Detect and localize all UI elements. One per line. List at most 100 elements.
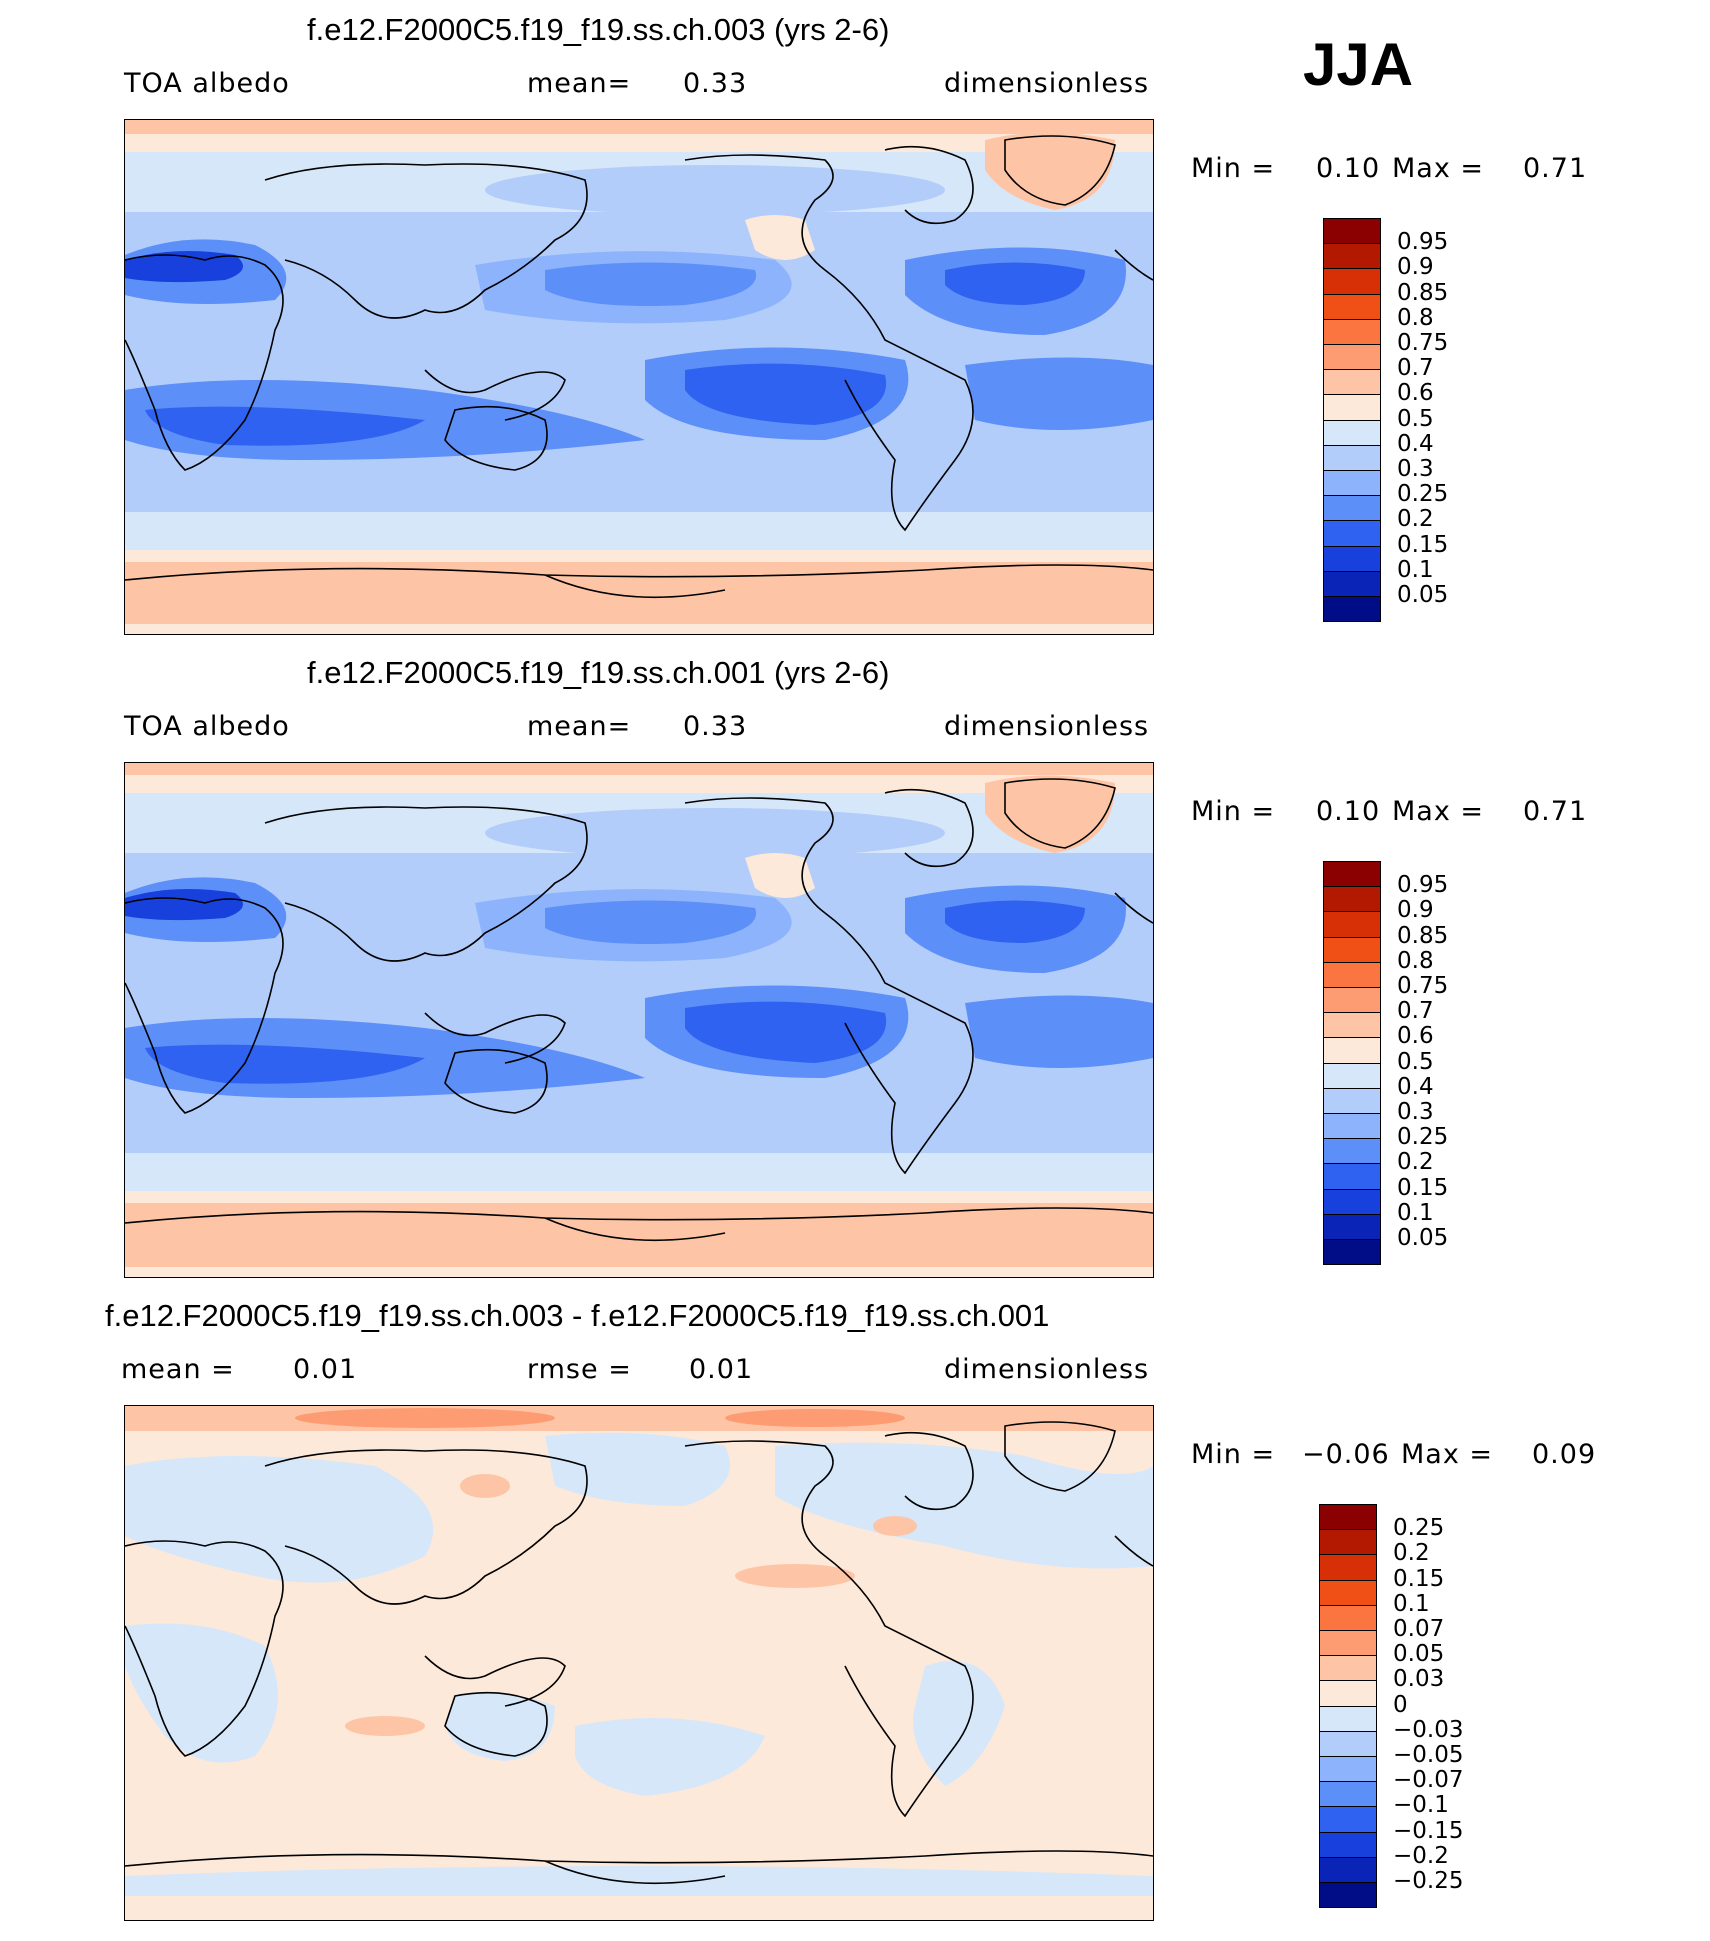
colorbar-swatch (1323, 570, 1381, 597)
colorbar-label: 0.1 (1397, 556, 1434, 583)
colorbar-swatch (1319, 1655, 1377, 1682)
colorbar-swatch (1323, 861, 1381, 888)
colorbar-label: 0 (1393, 1691, 1408, 1718)
colorbar-swatch (1319, 1680, 1377, 1707)
panel1-max-label: Max = (1392, 153, 1485, 184)
colorbar-swatch (1323, 936, 1381, 963)
colorbar-label: 0.1 (1393, 1590, 1430, 1617)
colorbar-label: 0.7 (1397, 355, 1434, 382)
colorbar-swatch (1323, 243, 1381, 270)
panel3-rmse-label: rmse = (527, 1354, 632, 1385)
colorbar-label: 0.05 (1397, 1225, 1449, 1251)
colorbar-label: 0.9 (1397, 254, 1434, 281)
colorbar-swatch (1319, 1529, 1377, 1556)
colorbar-label: 0.8 (1397, 947, 1434, 974)
colorbar-swatch (1319, 1604, 1377, 1631)
panel1-map (124, 119, 1154, 635)
colorbar-swatch (1323, 218, 1381, 245)
panel2-max-label: Max = (1392, 796, 1485, 827)
colorbar-label: 0.6 (1397, 380, 1434, 407)
colorbar-swatch (1319, 1882, 1377, 1909)
panel3-max-value: 0.09 (1532, 1439, 1597, 1470)
panel1-variable-label: TOA albedo (124, 68, 290, 99)
panel1-min-value: 0.10 (1316, 153, 1381, 184)
colorbar-label: 0.15 (1397, 531, 1449, 558)
panel3-min-value: −0.06 (1302, 1439, 1390, 1470)
panel2-min-value: 0.10 (1316, 796, 1381, 827)
panel2-min-label: Min = (1191, 796, 1276, 827)
panel3-map (124, 1405, 1154, 1921)
colorbar-swatch (1323, 495, 1381, 522)
colorbar-label: 0.75 (1397, 330, 1449, 356)
colorbar-swatch (1319, 1504, 1377, 1531)
panel3-mean-label: mean = (121, 1354, 235, 1385)
colorbar-label: 0.15 (1393, 1565, 1445, 1592)
colorbar-label: 0.1 (1397, 1199, 1434, 1226)
panel3-max-label: Max = (1401, 1439, 1494, 1470)
colorbar-swatch (1323, 470, 1381, 497)
colorbar-label: 0.8 (1397, 304, 1434, 331)
colorbar-swatch (1323, 1113, 1381, 1140)
panel3-mean-value: 0.01 (293, 1354, 358, 1385)
colorbar-swatch (1323, 1163, 1381, 1190)
colorbar-label: 0.4 (1397, 1073, 1434, 1100)
panel1-title: f.e12.F2000C5.f19_f19.ss.ch.003 (yrs 2-6… (307, 12, 890, 47)
panel1-max-value: 0.71 (1523, 153, 1588, 184)
colorbar-label: 0.95 (1397, 872, 1449, 899)
colorbar-swatch (1323, 1012, 1381, 1039)
colorbar-label: −0.03 (1393, 1716, 1464, 1743)
panel3-units-label: dimensionless (944, 1354, 1150, 1385)
colorbar-label: 0.05 (1393, 1641, 1445, 1668)
colorbar-label: −0.05 (1393, 1742, 1464, 1768)
colorbar-swatch (1323, 293, 1381, 320)
colorbar-label: 0.2 (1397, 1149, 1434, 1176)
colorbar-label: 0.4 (1397, 430, 1434, 457)
colorbar-swatch (1323, 1087, 1381, 1114)
colorbar-label: 0.6 (1397, 1023, 1434, 1050)
colorbar-swatch (1319, 1806, 1377, 1833)
colorbar-label: 0.25 (1397, 1124, 1449, 1151)
colorbar-label: −0.25 (1393, 1868, 1464, 1894)
colorbar-swatch (1323, 886, 1381, 913)
colorbar-swatch (1319, 1554, 1377, 1581)
panel2-max-value: 0.71 (1523, 796, 1588, 827)
panel2-units-label: dimensionless (944, 711, 1150, 742)
colorbar-swatch (1319, 1630, 1377, 1657)
colorbar-swatch (1319, 1730, 1377, 1757)
colorbar-swatch (1323, 1213, 1381, 1240)
colorbar-label: 0.3 (1397, 456, 1434, 482)
colorbar-label: 0.2 (1397, 506, 1434, 533)
colorbar-swatch (1319, 1781, 1377, 1808)
panel3-title: f.e12.F2000C5.f19_f19.ss.ch.003 - f.e12.… (105, 1298, 1050, 1333)
colorbar-label: 0.5 (1397, 405, 1434, 432)
colorbar-swatch (1323, 520, 1381, 547)
colorbar-swatch (1319, 1831, 1377, 1858)
colorbar-label: 0.25 (1397, 481, 1449, 508)
colorbar-swatch (1323, 268, 1381, 295)
colorbar-swatch (1323, 1188, 1381, 1215)
colorbar-swatch (1323, 596, 1381, 623)
colorbar-swatch (1323, 1239, 1381, 1266)
panel3-min-label: Min = (1191, 1439, 1276, 1470)
colorbar-swatch (1319, 1756, 1377, 1783)
season-label: JJA (1303, 31, 1414, 98)
panel1-units-label: dimensionless (944, 68, 1150, 99)
panel2-title: f.e12.F2000C5.f19_f19.ss.ch.001 (yrs 2-6… (307, 655, 890, 690)
colorbar-swatch (1323, 1062, 1381, 1089)
colorbar-label: 0.75 (1397, 973, 1449, 999)
panel3-rmse-value: 0.01 (689, 1354, 754, 1385)
colorbar-swatch (1323, 1037, 1381, 1064)
colorbar-swatch (1319, 1579, 1377, 1606)
colorbar-label: 0.3 (1397, 1099, 1434, 1125)
colorbar-swatch (1323, 419, 1381, 446)
panel2-map (124, 762, 1154, 1278)
colorbar-label: 0.7 (1397, 998, 1434, 1025)
colorbar-label: 0.85 (1397, 922, 1449, 949)
colorbar-label: −0.2 (1393, 1842, 1449, 1869)
colorbar-swatch (1323, 1138, 1381, 1165)
colorbar-label: −0.1 (1393, 1792, 1449, 1819)
colorbar-label: −0.15 (1393, 1817, 1464, 1844)
panel1-mean-value: 0.33 (683, 68, 748, 99)
colorbar-swatch (1323, 444, 1381, 471)
panel2-mean-value: 0.33 (683, 711, 748, 742)
